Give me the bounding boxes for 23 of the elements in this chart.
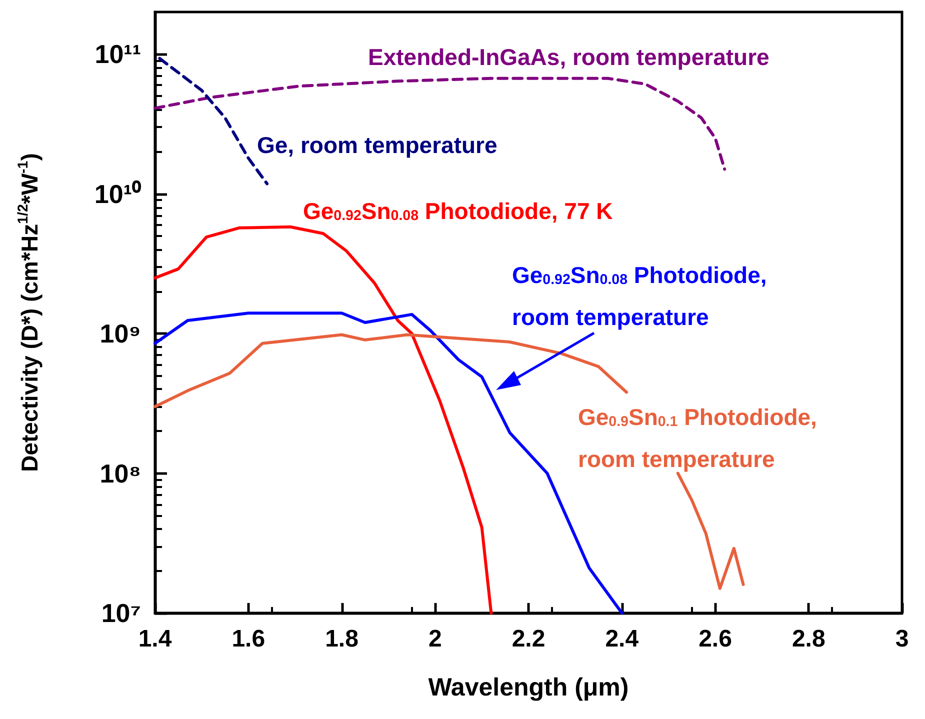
y-tick-label: 10⁸ [100, 458, 141, 488]
x-axis-title: Wavelength (μm) [428, 674, 629, 702]
line-series [154, 76, 726, 171]
x-tick-label: 2 [428, 626, 442, 652]
line-series [154, 225, 493, 614]
x-tick-label: 2.4 [605, 626, 640, 652]
series-label: Ge0.9Sn0.1 Photodiode, room temperature [578, 404, 817, 472]
y-axis-title: Detectivity (D*) (cm*Hz1/2*W-1) [15, 153, 43, 472]
y-tick-label: 10¹⁰ [94, 178, 142, 209]
text: Ge0.92Sn0.08 Photodiode, room temperature [512, 262, 767, 330]
x-tick-label: 2.2 [512, 626, 546, 652]
x-tick-label: 1.4 [138, 626, 172, 652]
series-label: Ge0.92Sn0.08 Photodiode, 77 K [303, 198, 614, 224]
x-tick-label: 1.8 [325, 626, 358, 652]
y-tick-label: 10⁹ [100, 318, 141, 349]
x-tick-label: 2.6 [698, 626, 732, 652]
x-tick-label: 2.8 [792, 626, 826, 652]
series-label: Extended-InGaAs, room temperature [368, 44, 770, 70]
y-tick-label: 10¹¹ [94, 39, 141, 70]
series-label: Ge, room temperature [257, 132, 498, 158]
x-tick-label: 3 [895, 626, 909, 652]
x-tick-label: 1.6 [232, 626, 266, 652]
y-tick-label: 10⁷ [101, 598, 141, 628]
